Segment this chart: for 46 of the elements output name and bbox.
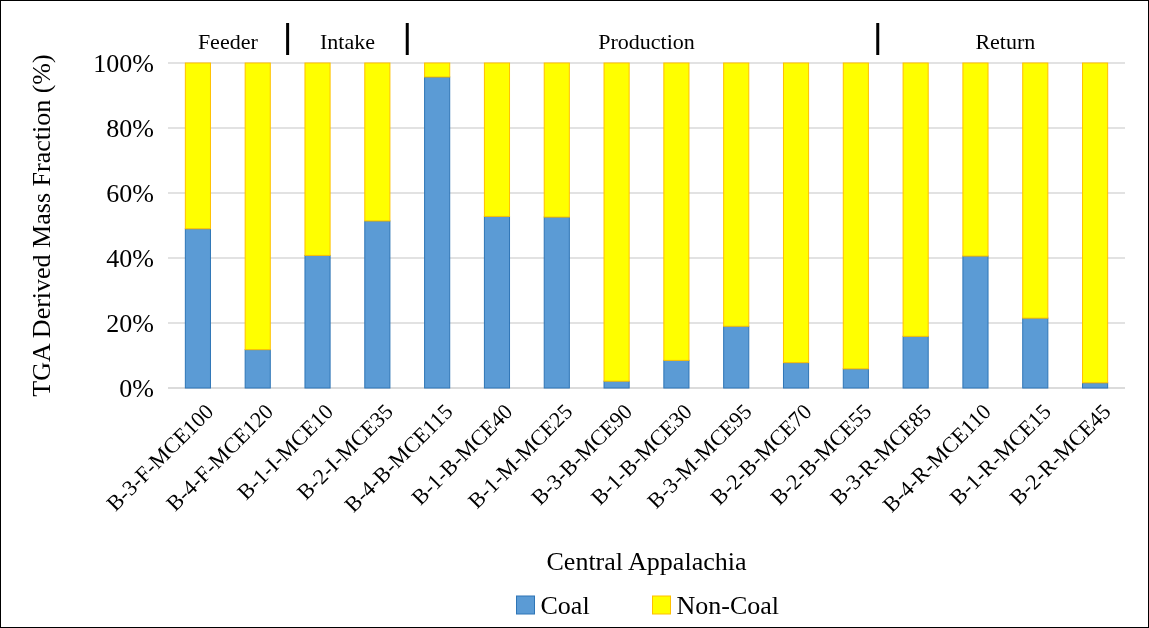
- bar: [483, 215, 511, 389]
- x-axis-title: Central Appalachia: [546, 547, 747, 576]
- bar: [782, 362, 810, 389]
- bar: [663, 62, 690, 361]
- bar: [603, 62, 630, 382]
- text: Return: [975, 29, 1036, 54]
- bar: [184, 228, 211, 389]
- bar: [603, 380, 630, 389]
- y-tick-label: 80%: [106, 114, 154, 144]
- bar: [962, 62, 989, 257]
- bar: [244, 349, 271, 389]
- bar: [962, 255, 989, 389]
- bar: [723, 325, 750, 389]
- bar: [1082, 62, 1109, 384]
- y-tick-label: 0%: [119, 374, 154, 404]
- bar: [723, 62, 750, 327]
- bar: [902, 335, 929, 389]
- bar: [304, 62, 331, 256]
- bar: [244, 62, 271, 351]
- text: Production: [598, 29, 695, 54]
- bar: [842, 62, 869, 370]
- bar: [184, 62, 211, 230]
- bar: [1022, 317, 1049, 389]
- y-tick-label: 60%: [106, 179, 154, 209]
- bar: [782, 62, 810, 364]
- bar: [364, 220, 391, 389]
- bar: [902, 62, 929, 337]
- y-tick-label: 100%: [93, 49, 154, 79]
- bar: [1082, 382, 1109, 389]
- bar: [842, 368, 869, 389]
- legend-label: Coal: [540, 591, 590, 621]
- bar: [424, 76, 451, 389]
- text: Intake: [319, 29, 375, 54]
- bar: [543, 62, 570, 218]
- bar: [304, 254, 331, 389]
- bar: [424, 62, 451, 78]
- y-tick-label: 20%: [106, 309, 154, 339]
- y-axis-title: TGA Derived Mass Fraction (%): [27, 54, 56, 397]
- bar: [543, 216, 570, 389]
- bar: [663, 359, 690, 389]
- bar: [1022, 62, 1049, 319]
- legend-label: Non-Coal: [676, 591, 780, 621]
- y-tick-label: 40%: [106, 244, 154, 274]
- bar: [483, 62, 511, 217]
- text: Feeder: [197, 29, 259, 54]
- bar: [364, 62, 391, 222]
